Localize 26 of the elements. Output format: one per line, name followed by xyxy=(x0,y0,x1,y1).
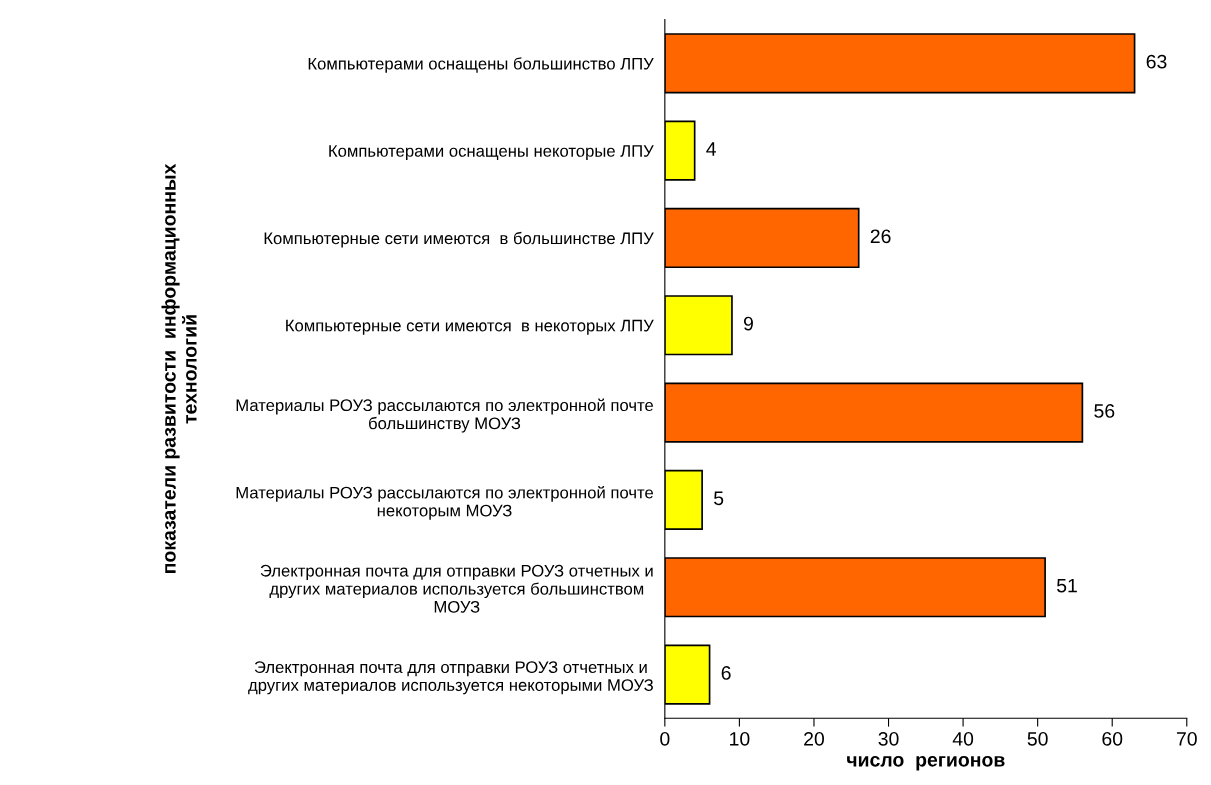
x-tick-label: 0 xyxy=(660,731,670,746)
x-tick-label: 20 xyxy=(804,731,825,746)
y-tick-label: Компьютерами оснащены некоторые ЛПУ xyxy=(329,145,654,161)
y-axis-title: показатели развитости информационных технологий xyxy=(161,163,197,573)
y-tick-label: Компьютерами оснащены большинство ЛПУ xyxy=(308,57,654,73)
x-tick-label: 60 xyxy=(1102,731,1123,746)
x-tick-label: 70 xyxy=(1176,731,1197,746)
data-label: 51 xyxy=(1057,578,1077,593)
x-tick-label: 10 xyxy=(730,731,750,746)
y-tick-label: Компьютерные сети имеются в некоторых ЛПУ xyxy=(286,319,654,335)
y-tick-label: Материалы РОУЗ рассылаются по электронной почте большинству МОУЗ xyxy=(236,398,654,433)
data-label: 63 xyxy=(1146,54,1167,69)
x-tick-label: 30 xyxy=(878,731,899,746)
data-label: 9 xyxy=(743,316,753,331)
y-tick-label: Электронная почта для отправки РОУЗ отчетных и других материалов используется некоторыми МОУЗ xyxy=(248,661,653,695)
data-label: 6 xyxy=(721,666,731,680)
x-tick-label: 50 xyxy=(1027,731,1048,746)
x-tick-label: 40 xyxy=(952,731,974,746)
data-label: 56 xyxy=(1094,404,1115,418)
data-label: 5 xyxy=(714,491,724,506)
data-label: 26 xyxy=(870,229,891,244)
y-tick-label: Электронная почта для отправки РОУЗ отчетных и других материалов используется большинством МОУЗ xyxy=(260,564,653,613)
y-tick-label: Компьютерные сети имеются в большинстве ЛПУ xyxy=(264,231,654,248)
x-axis-title: число регионов xyxy=(847,755,1005,771)
data-label: 4 xyxy=(706,142,717,156)
y-tick-label: Материалы РОУЗ рассылаются по электронной почте некоторым МОУЗ xyxy=(236,485,654,520)
